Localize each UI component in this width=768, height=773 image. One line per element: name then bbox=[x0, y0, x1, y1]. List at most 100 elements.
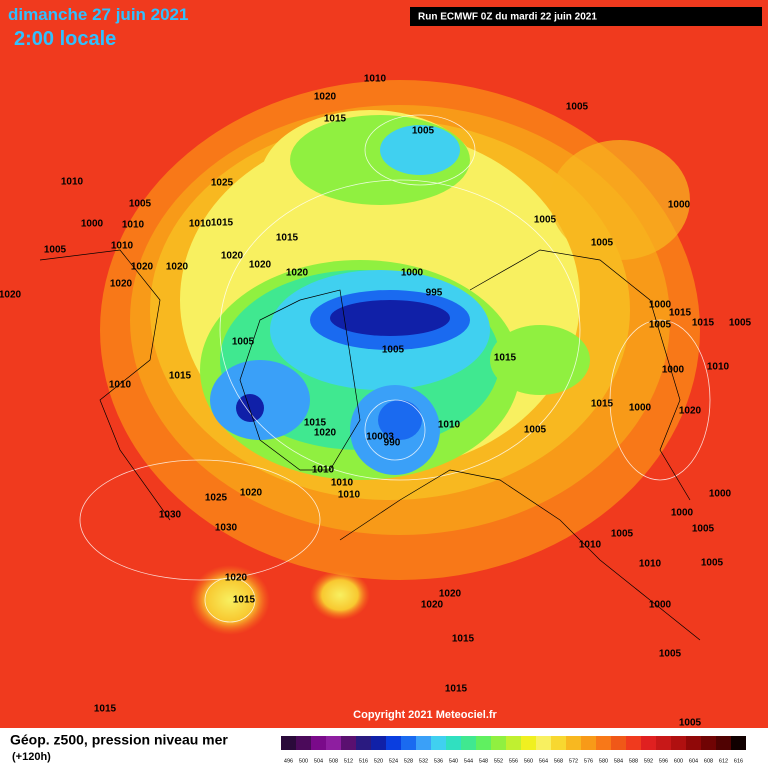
isobar-label: 1005 bbox=[534, 215, 557, 226]
color-swatch bbox=[416, 736, 431, 750]
isobar-label: 1005 bbox=[679, 718, 702, 729]
color-swatch bbox=[566, 736, 581, 750]
copyright: Copyright 2021 Meteociel.fr bbox=[353, 709, 497, 721]
color-tick-label: 596 bbox=[659, 758, 668, 764]
isobar-label: 1020 bbox=[166, 262, 189, 273]
geopotential-field bbox=[100, 80, 700, 635]
isobar-label: 1010 bbox=[109, 380, 132, 391]
color-tick-label: 560 bbox=[524, 758, 533, 764]
color-swatch bbox=[326, 736, 341, 750]
isobar-label: 1010 bbox=[111, 241, 134, 252]
isobar-label: 1005 bbox=[232, 337, 255, 348]
isobar-label: 1020 bbox=[421, 600, 444, 611]
isobar-label: 1030 bbox=[159, 510, 182, 521]
isobar-label: 1005 bbox=[524, 425, 547, 436]
color-tick-label: 568 bbox=[554, 758, 563, 764]
isobar-label: 1015 bbox=[94, 704, 117, 715]
color-bar: 496 500 504 508 512 516 520 524 528 532 536 540 544 5… bbox=[281, 736, 746, 764]
color-swatch bbox=[731, 736, 746, 750]
color-swatch bbox=[371, 736, 386, 750]
isobar-label: 10003 bbox=[366, 432, 394, 443]
isobar-label: 1030 bbox=[215, 523, 238, 534]
color-tick-label: 500 bbox=[299, 758, 308, 764]
color-tick-label: 576 bbox=[584, 758, 593, 764]
isobar-label: 1020 bbox=[0, 290, 22, 301]
isobar-label: 1020 bbox=[240, 488, 263, 499]
isobar-label: 1015 bbox=[233, 595, 256, 606]
color-swatch bbox=[656, 736, 671, 750]
isobar-label: 1005 bbox=[566, 102, 589, 113]
color-swatch bbox=[596, 736, 611, 750]
color-tick-label: 536 bbox=[434, 758, 443, 764]
color-swatch bbox=[671, 736, 686, 750]
isobar-label: 1000 bbox=[629, 403, 652, 414]
color-swatch bbox=[446, 736, 461, 750]
color-tick-label: 612 bbox=[719, 758, 728, 764]
color-tick-label: 608 bbox=[704, 758, 713, 764]
color-swatch bbox=[626, 736, 641, 750]
isobar-label: 1010 bbox=[639, 559, 662, 570]
isobar-label: 990 bbox=[384, 438, 401, 449]
color-swatch bbox=[686, 736, 701, 750]
color-swatch bbox=[461, 736, 476, 750]
color-tick-label: 572 bbox=[569, 758, 578, 764]
isobar-label: 1020 bbox=[249, 260, 272, 271]
color-tick-label: 564 bbox=[539, 758, 548, 764]
isobar-label: 1015 bbox=[169, 371, 192, 382]
isobar-label: 1015 bbox=[276, 233, 299, 244]
color-swatch bbox=[551, 736, 566, 750]
isobar-label: 1005 bbox=[659, 649, 682, 660]
isobar-label: 1010 bbox=[122, 220, 145, 231]
color-tick-label: 592 bbox=[644, 758, 653, 764]
color-swatch bbox=[521, 736, 536, 750]
color-swatch bbox=[611, 736, 626, 750]
color-tick-label: 504 bbox=[314, 758, 323, 764]
color-swatch bbox=[311, 736, 326, 750]
isobar-label: 1015 bbox=[669, 308, 692, 319]
isobars bbox=[79, 114, 711, 623]
color-swatch bbox=[536, 736, 551, 750]
isobar-label: 995 bbox=[426, 288, 443, 299]
color-tick-label: 616 bbox=[734, 758, 743, 764]
color-tick-label: 528 bbox=[404, 758, 413, 764]
isobar-label: 1005 bbox=[701, 558, 724, 569]
isobar-label: 1005 bbox=[692, 524, 715, 535]
isobar-label: 1015 bbox=[452, 634, 475, 645]
color-swatch bbox=[641, 736, 656, 750]
run-box bbox=[410, 7, 762, 26]
isobar-label: 1010 bbox=[438, 420, 461, 431]
lead-time: (+120h) bbox=[12, 751, 51, 763]
isobar-label: 1005 bbox=[382, 345, 405, 356]
isobar-label: 1010 bbox=[61, 177, 84, 188]
color-swatch bbox=[506, 736, 521, 750]
run: Run ECMWF 0Z du mardi 22 juin 2021 bbox=[418, 12, 597, 23]
color-swatch bbox=[356, 736, 371, 750]
date: dimanche 27 juin 2021 bbox=[8, 5, 188, 24]
color-tick-label: 600 bbox=[674, 758, 683, 764]
isobar-label: 1020 bbox=[314, 428, 337, 439]
coastlines bbox=[39, 249, 701, 641]
isobar-label: 1015 bbox=[692, 318, 715, 329]
isobar-label: 1000 bbox=[401, 268, 424, 279]
isobar-label: 1015 bbox=[494, 353, 517, 364]
color-tick-label: 544 bbox=[464, 758, 473, 764]
color-tick-label: 548 bbox=[479, 758, 488, 764]
isobar-label: 1005 bbox=[44, 245, 67, 256]
isobar-label: 1000 bbox=[662, 365, 685, 376]
color-tick-label: 580 bbox=[599, 758, 608, 764]
isobar-label: 1010 bbox=[189, 219, 212, 230]
isobar-label: 1000 bbox=[671, 508, 694, 519]
isobar-label: 1010 bbox=[331, 478, 354, 489]
color-tick-label: 540 bbox=[449, 758, 458, 764]
isobar-label: 1005 bbox=[649, 320, 672, 331]
color-tick-label: 604 bbox=[689, 758, 698, 764]
color-swatch bbox=[701, 736, 716, 750]
isobar-label: 1020 bbox=[314, 92, 337, 103]
color-swatch bbox=[296, 736, 311, 750]
isobar-label: 1010 bbox=[579, 540, 602, 551]
color-swatch bbox=[401, 736, 416, 750]
color-swatch bbox=[386, 736, 401, 750]
isobar-label: 1020 bbox=[225, 573, 248, 584]
